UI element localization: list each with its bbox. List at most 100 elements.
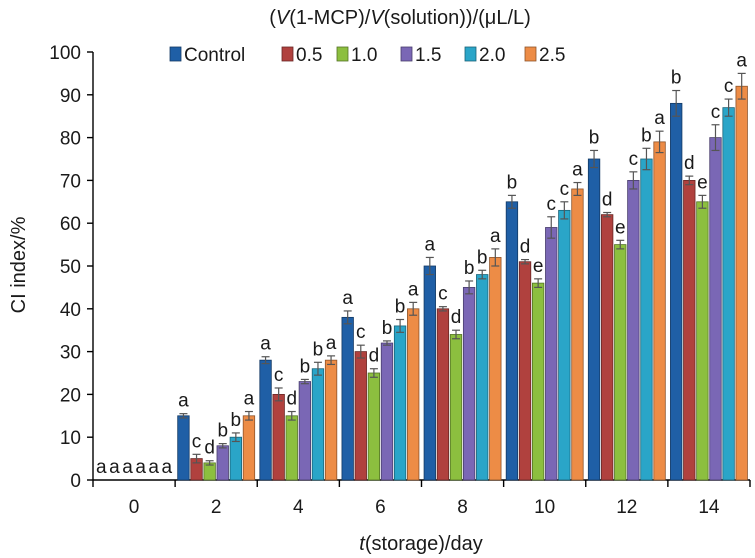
- significance-letter: c: [192, 431, 202, 452]
- significance-letter: a: [425, 234, 436, 255]
- x-tick-label: 2: [211, 497, 222, 518]
- error-bars: [179, 72, 746, 466]
- bar: [670, 102, 683, 481]
- y-tick-label: 20: [60, 385, 81, 406]
- y-axis-title: CI index/%: [8, 216, 30, 313]
- significance-letter: b: [641, 125, 652, 146]
- bar: [423, 265, 436, 481]
- significance-letter: c: [560, 179, 570, 200]
- bar: [518, 261, 532, 481]
- bar: [242, 415, 256, 481]
- bar: [627, 179, 640, 481]
- chart-title-part-5: (solution))/(μL/L): [384, 7, 531, 29]
- y-tick-label: 50: [60, 257, 81, 278]
- significance-letter: b: [395, 297, 406, 318]
- x-tick-label: 12: [616, 497, 637, 518]
- bar: [229, 436, 242, 481]
- x-axis-title: t(storage)/day: [359, 533, 482, 555]
- legend-label: 2.5: [539, 45, 565, 66]
- x-axis: 0 2 4 6 8 10 12 14: [92, 479, 751, 518]
- bar: [407, 308, 420, 481]
- significance-letter: a: [326, 333, 337, 354]
- significance-letter: b: [313, 339, 324, 360]
- chart-title: (V(1-MCP)/V(solution))/(μL/L): [269, 7, 531, 29]
- bar: [285, 415, 298, 481]
- significance-letter: a: [490, 226, 501, 247]
- chart-title-part-1: (: [269, 7, 276, 29]
- significance-letter: a: [162, 457, 173, 478]
- significance-letter: d: [286, 389, 297, 410]
- bar: [696, 201, 709, 481]
- significance-letter: a: [654, 108, 665, 129]
- bar: [393, 325, 407, 481]
- significance-letter: e: [533, 256, 544, 277]
- y-tick-label: 10: [60, 428, 81, 449]
- significance-letter: b: [507, 172, 518, 193]
- bar: [587, 158, 601, 481]
- y-tick-label: 100: [49, 43, 81, 64]
- y-axis: 0 10 20 30 40 50 60 70 80 90 100: [49, 43, 94, 492]
- x-axis-title-italic: t: [359, 533, 366, 555]
- significance-letter: d: [684, 153, 695, 174]
- bar: [558, 209, 571, 481]
- bar: [601, 214, 614, 481]
- y-tick-label: 90: [60, 86, 81, 107]
- significance-letter: a: [109, 457, 120, 478]
- x-tick-label: 8: [457, 497, 468, 518]
- bar: [380, 342, 394, 481]
- legend-label: 2.0: [479, 45, 505, 66]
- bar: [505, 201, 519, 481]
- bar: [735, 85, 748, 481]
- x-tick-label: 14: [698, 497, 720, 518]
- bar: [354, 351, 367, 481]
- bar: [571, 188, 584, 481]
- y-tick-label: 30: [60, 343, 81, 364]
- legend-label: Control: [184, 45, 245, 66]
- significance-letter: d: [602, 190, 613, 211]
- legend-swatch: [524, 46, 537, 62]
- bar: [367, 372, 381, 481]
- y-tick-label: 60: [60, 214, 81, 235]
- bar: [489, 257, 502, 481]
- significance-letter: a: [572, 160, 583, 181]
- chart-title-part-4: V: [370, 7, 385, 29]
- significance-letter: a: [342, 288, 353, 309]
- bar: [272, 393, 285, 481]
- bar: [653, 141, 666, 481]
- bar: [614, 244, 627, 481]
- legend-swatch: [464, 46, 477, 62]
- y-tick-label: 80: [60, 129, 81, 150]
- significance-letter: c: [629, 149, 639, 170]
- legend-swatch: [400, 46, 413, 62]
- significance-letter: d: [451, 307, 462, 328]
- legend-swatch: [169, 46, 182, 62]
- y-tick-label: 40: [60, 300, 81, 321]
- bar: [311, 368, 325, 481]
- bars: [177, 85, 748, 481]
- significance-letter: b: [671, 68, 682, 89]
- significance-letter: a: [408, 279, 419, 300]
- significance-letter: a: [260, 334, 271, 355]
- significance-letter: c: [438, 284, 448, 305]
- significance-letter: b: [589, 127, 600, 148]
- x-axis-title-rest: (storage)/day: [365, 533, 483, 555]
- significance-letter: b: [300, 356, 311, 377]
- significance-letter: d: [369, 346, 380, 367]
- bar: [709, 137, 722, 481]
- x-tick-label: 4: [293, 497, 304, 518]
- chart-title-part-3: (1-MCP)/: [289, 7, 371, 29]
- significance-letter: d: [520, 237, 531, 258]
- legend-label: 0.5: [296, 45, 322, 66]
- significance-letter: a: [96, 457, 107, 478]
- significance-letter: a: [148, 457, 159, 478]
- significance-letter: c: [356, 322, 366, 343]
- significance-letter: c: [546, 194, 556, 215]
- significance-letter: e: [615, 217, 626, 238]
- significance-letter: a: [736, 50, 747, 71]
- bar: [259, 359, 272, 481]
- bar: [341, 316, 354, 481]
- significance-letter: a: [135, 457, 146, 478]
- significance-letter: b: [231, 410, 242, 431]
- significance-letter: a: [122, 457, 133, 478]
